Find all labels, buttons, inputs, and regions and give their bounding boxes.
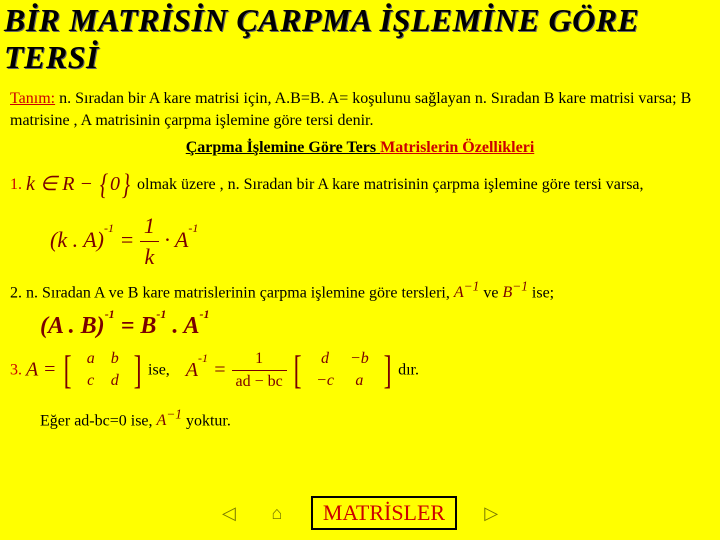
item3-a: A (26, 359, 38, 381)
item1-equation: (k . A)-1 = 1k · A-1 (10, 211, 710, 271)
nav-prev-button[interactable]: ◁ (215, 501, 243, 525)
item2-b: B−1 (502, 284, 527, 301)
definition: Tanım: n. Sıradan bir A kare matrisi içi… (10, 88, 710, 131)
tanim-label: Tanım: (10, 90, 55, 107)
formula-text: k ∈ R − (26, 173, 93, 195)
matrix-2: d−b−ca (308, 348, 377, 391)
eq2-right: = B (121, 313, 157, 339)
bracket-l1: [ (64, 350, 72, 390)
item-4: Eğer ad-bc=0 ise, A−1 yoktur. (10, 406, 710, 432)
item1-number: 1. (10, 176, 22, 193)
item4-yok: yoktur. (186, 412, 231, 429)
brace-left: { (100, 165, 108, 206)
item2-equation: (A . B)-1 = B-1 . A-1 (10, 310, 710, 342)
item2-ise: ise; (532, 284, 554, 301)
item3-eq: = (38, 359, 62, 381)
item2-a: A−1 (454, 284, 479, 301)
item3-dir: dır. (398, 361, 419, 378)
eq-sup: -1 (104, 221, 114, 235)
item2-ve: ve (483, 284, 502, 301)
item1-formula: k ∈ R − {0} (26, 173, 137, 195)
content: Tanım: n. Sıradan bir A kare matrisi içi… (0, 78, 720, 442)
eq-sup2: -1 (188, 221, 198, 235)
item3-ainv: A-1 = (186, 359, 232, 381)
item3-number: 3. (10, 361, 22, 378)
eq2-dot: . A (172, 313, 199, 339)
formula-body: (k . A)-1 = 1k · A-1 (50, 227, 198, 252)
nav-home-button[interactable]: ⌂ (263, 501, 291, 525)
item1-text: olmak üzere , n. Sıradan bir A kare matr… (137, 176, 644, 193)
frac-den: k (140, 242, 159, 272)
formula-body2: (A . B)-1 = B-1 . A-1 (40, 313, 210, 339)
item4-pre: Eğer ad-bc=0 ise, (40, 412, 157, 429)
brace-right: } (122, 165, 130, 206)
tanim-text: n. Sıradan bir A kare matrisi için, A.B=… (10, 90, 691, 129)
eq-eq: = (119, 227, 139, 252)
subtitle-black: Çarpma İşlemine Göre Ters (186, 139, 380, 156)
matrix-1: abcd (79, 348, 127, 391)
eq2-left: (A . B) (40, 313, 105, 339)
frac-num: 1 (140, 211, 159, 242)
eq-left: (k . A) (50, 227, 104, 252)
item3-lhs: A = (26, 359, 61, 381)
matrisler-link[interactable]: MATRİSLER (311, 496, 457, 530)
bracket-l2: [ (293, 350, 301, 390)
subtitle-red: Matrislerin Özellikleri (380, 139, 534, 156)
page-title: BİR MATRİSİN ÇARPMA İŞLEMİNE GÖRE TERSİ (0, 0, 720, 78)
bracket-r1: ] (133, 350, 141, 390)
item-1: 1. k ∈ R − {0} olmak üzere , n. Sıradan … (10, 165, 710, 206)
item-2: 2. n. Sıradan A ve B kare matrislerinin … (10, 278, 710, 304)
eq-dot: · A (164, 227, 188, 252)
nav-next-button[interactable]: ▷ (477, 501, 505, 525)
item4-ainv: A−1 (157, 412, 182, 429)
bracket-r2: ] (383, 350, 391, 390)
formula-zero: 0 (110, 173, 120, 195)
item2-text: 2. n. Sıradan A ve B kare matrislerinin … (10, 284, 454, 301)
subtitle: Çarpma İşlemine Göre Ters Matrislerin Öz… (10, 137, 710, 159)
nav-bar: ◁ ⌂ MATRİSLER ▷ (0, 496, 720, 530)
item3-frac: 1ad − bc (232, 348, 287, 392)
item3-ise: ise, (148, 361, 170, 378)
item-3: 3. A = [ abcd ] ise, A-1 = 1ad − bc [ d−… (10, 348, 710, 392)
